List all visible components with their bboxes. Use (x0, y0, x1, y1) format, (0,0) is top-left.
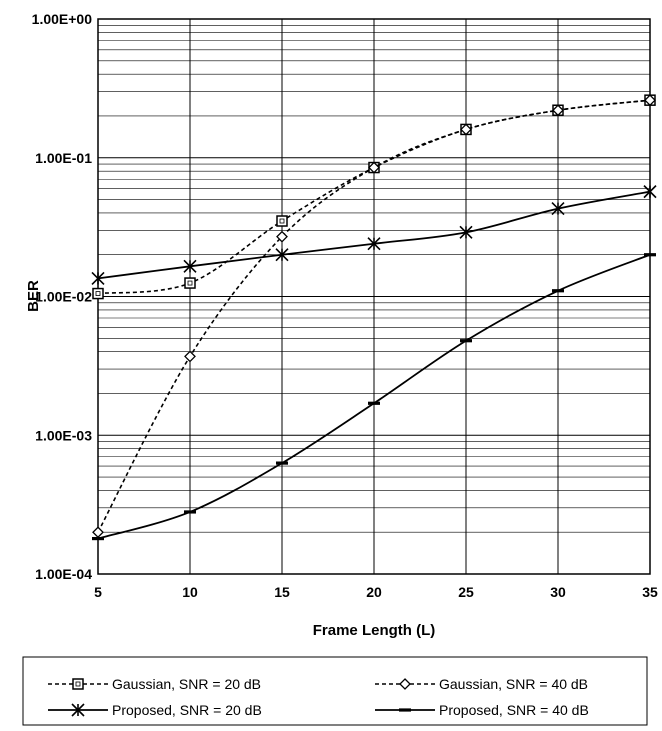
y-tick-label: 1.00E-01 (35, 150, 92, 166)
legend-entry: Gaussian, SNR = 20 dB (48, 676, 261, 692)
x-tick-label: 5 (94, 584, 102, 600)
x-tick-label: 10 (182, 584, 198, 600)
y-axis-title: BER (25, 280, 42, 312)
legend-label: Gaussian, SNR = 40 dB (439, 676, 588, 692)
y-tick-label: 1.00E-02 (35, 289, 92, 305)
data-point (72, 678, 84, 690)
data-point (399, 708, 411, 712)
x-tick-label: 35 (642, 584, 658, 600)
data-point (368, 401, 380, 405)
data-point (92, 287, 104, 300)
data-point (644, 253, 656, 257)
data-point (643, 185, 657, 199)
data-point (184, 510, 196, 514)
data-point (399, 678, 411, 690)
y-tick-label: 1.00E-04 (35, 566, 92, 582)
data-point (184, 350, 196, 363)
data-point (551, 202, 565, 216)
data-point (276, 215, 288, 227)
data-point (276, 230, 288, 243)
y-tick-label: 1.00E+00 (32, 11, 93, 27)
legend-entry: Gaussian, SNR = 40 dB (375, 676, 588, 692)
tick-labels: 1.00E-04 1.00E-03 1.00E-02 1.00E-01 1.00E+00… (32, 11, 658, 600)
x-axis-title: Frame Length (L) (313, 622, 436, 639)
x-tick-label: 30 (550, 584, 566, 600)
x-tick-label: 15 (274, 584, 290, 600)
data-point (460, 339, 472, 343)
data-point (91, 271, 105, 285)
data-point (92, 526, 104, 539)
x-tick-label: 25 (458, 584, 474, 600)
legend-label: Proposed, SNR = 20 dB (112, 702, 262, 718)
data-point (183, 259, 197, 273)
series-layer (91, 94, 657, 541)
x-tick-label: 20 (366, 584, 382, 600)
y-tick-label: 1.00E-03 (35, 427, 92, 443)
legend-entry: Proposed, SNR = 40 dB (375, 702, 589, 718)
legend-items: Gaussian, SNR = 20 dB Gaussian, SNR = 40 … (48, 676, 589, 718)
grid-lines (98, 19, 650, 574)
series-4 (92, 253, 656, 541)
legend (22, 656, 648, 726)
series-line (97, 99, 651, 533)
data-point (644, 94, 656, 107)
data-point (276, 461, 288, 465)
legend-label: Gaussian, SNR = 20 dB (112, 676, 261, 692)
legend-label: Proposed, SNR = 40 dB (439, 702, 589, 718)
data-point (275, 248, 289, 262)
data-point (552, 104, 564, 117)
data-point (184, 277, 196, 289)
data-point (460, 123, 472, 136)
data-point (367, 237, 381, 251)
series-3 (91, 185, 657, 285)
data-point (92, 536, 104, 541)
legend-entry: Proposed, SNR = 20 dB (48, 702, 262, 718)
series-2 (92, 94, 656, 539)
data-point (459, 225, 473, 239)
data-point (368, 161, 380, 174)
data-point (552, 289, 564, 293)
data-point (71, 703, 85, 717)
